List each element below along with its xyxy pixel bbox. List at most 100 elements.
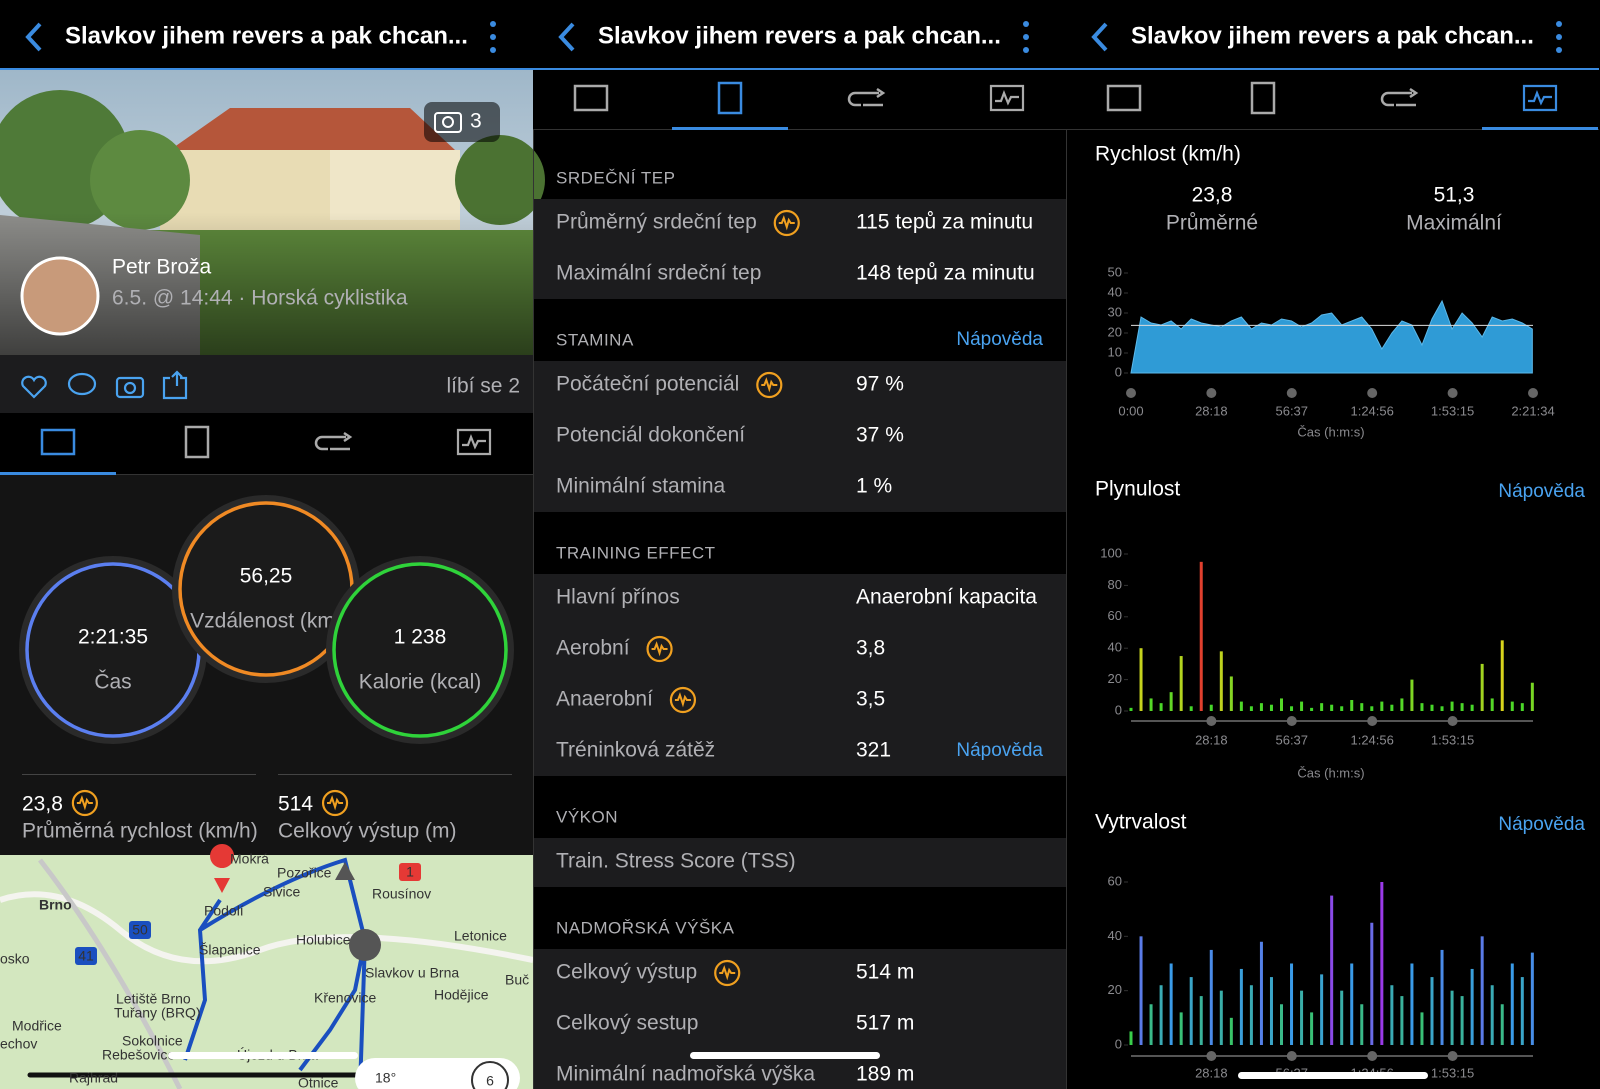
tab-icon[interactable] (40, 428, 76, 456)
summary-name: Průměrné (1166, 212, 1258, 235)
x-tick-label: 0:00 (1118, 403, 1143, 418)
bar (1149, 698, 1153, 711)
y-tick-label: 20 (1108, 671, 1122, 686)
hr-icon (756, 371, 783, 399)
help-link[interactable]: Nápověda (1498, 481, 1585, 502)
bar (1129, 707, 1133, 711)
hr-icon (714, 959, 741, 987)
y-tick-label: 10 (1108, 344, 1122, 359)
menu-button[interactable] (1556, 21, 1562, 27)
help-link[interactable]: Nápověda (956, 329, 1043, 350)
tab-underline (1482, 127, 1598, 130)
tab-line (533, 129, 1066, 130)
tab-icon[interactable] (314, 431, 353, 451)
tab-icon[interactable] (1106, 84, 1142, 112)
map-label: Buč (505, 972, 529, 988)
stat-line (22, 774, 256, 775)
menu-button[interactable] (490, 34, 496, 40)
bar (1239, 968, 1243, 1045)
back-button[interactable] (25, 22, 42, 52)
likes: líbí se 2 (446, 375, 520, 398)
back-button[interactable] (558, 22, 575, 52)
x-tick (1286, 1051, 1297, 1061)
menu-button[interactable] (490, 21, 496, 27)
bar (1229, 676, 1233, 711)
circle-value: 56,25 (240, 565, 293, 588)
menu-button[interactable] (1023, 21, 1029, 27)
map-label: Letonice (454, 928, 507, 944)
map-label: echov (0, 1036, 37, 1052)
menu-button[interactable] (490, 47, 496, 53)
row-label: Maximální srdeční tep (556, 262, 761, 285)
bar (1219, 651, 1223, 711)
menu-button[interactable] (1023, 47, 1029, 53)
tab-icon[interactable] (184, 425, 210, 459)
bar (1390, 985, 1394, 1045)
bar (1390, 704, 1394, 711)
section-title: STAMINA (556, 330, 634, 349)
tab-underline (0, 472, 116, 475)
x-tick (1447, 716, 1458, 726)
bar (1410, 963, 1414, 1045)
tab-icon[interactable] (1522, 84, 1558, 112)
menu-button[interactable] (1556, 34, 1562, 40)
bar (1259, 941, 1263, 1045)
row-value: 97 % (856, 373, 904, 396)
x-tick (1286, 388, 1297, 398)
tab-icon[interactable] (1250, 81, 1276, 115)
help-link[interactable]: Nápověda (956, 740, 1043, 761)
x-tick (1206, 388, 1217, 398)
row-value: Anaerobní kapacita (856, 586, 1037, 609)
tab-icon[interactable] (847, 87, 886, 107)
tab-icon[interactable] (573, 84, 609, 112)
bar (1530, 952, 1534, 1045)
row-label: Tréninková zátěž (556, 739, 715, 762)
tab-bar (0, 413, 533, 475)
home-indicator (1238, 1072, 1428, 1079)
map-features (0, 857, 534, 1089)
map-label: Podolí (204, 903, 244, 919)
bar (1420, 703, 1424, 711)
row-value: 148 tepů za minutu (856, 262, 1035, 285)
bar (1450, 990, 1454, 1045)
action-icons[interactable] (21, 370, 188, 400)
map-label: Rebešovice (102, 1047, 175, 1063)
tab-icon[interactable] (1380, 87, 1419, 107)
tab-icon[interactable] (456, 428, 492, 456)
help-link[interactable]: Nápověda (1498, 814, 1585, 835)
bar (1340, 706, 1344, 711)
menu-button[interactable] (1023, 34, 1029, 40)
road-shield (399, 863, 421, 881)
tab-icon[interactable] (989, 84, 1025, 112)
x-tick (1367, 1051, 1378, 1061)
tab-bar (533, 70, 1066, 130)
bar (1139, 936, 1143, 1045)
bar (1440, 706, 1444, 711)
bar (1199, 561, 1203, 711)
x-tick (1367, 716, 1378, 726)
bar (1149, 1004, 1153, 1045)
x-axis-label: Čas (h:m:s) (1297, 765, 1364, 780)
chart-title: Plynulost (1095, 478, 1180, 501)
map-label: Sivice (263, 884, 301, 900)
bar (1169, 963, 1173, 1045)
circle-label: Čas (94, 671, 131, 694)
bar (1330, 895, 1334, 1045)
bar (1310, 1012, 1314, 1045)
bar (1290, 706, 1294, 711)
bar (1159, 703, 1163, 711)
tab-bar (1066, 70, 1599, 130)
bar (1199, 996, 1203, 1045)
circle-value: 2:21:35 (78, 626, 148, 649)
y-tick-label: 30 (1108, 304, 1122, 319)
bar (1209, 704, 1213, 711)
row-value: 189 m (856, 1063, 914, 1086)
bar (1169, 692, 1173, 711)
y-tick-label: 40 (1108, 284, 1122, 299)
menu-button[interactable] (1556, 47, 1562, 53)
back-button[interactable] (1091, 22, 1108, 52)
x-tick (1206, 1051, 1217, 1061)
avatar[interactable] (20, 256, 100, 336)
section-title: VÝKON (556, 807, 618, 826)
tab-icon[interactable] (717, 81, 743, 115)
